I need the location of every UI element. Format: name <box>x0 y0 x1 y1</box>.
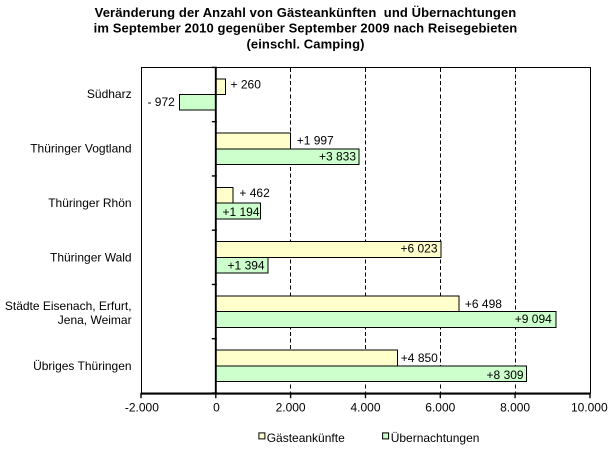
svg-text:2.000: 2.000 <box>276 401 306 415</box>
svg-text:+1 997: +1 997 <box>297 134 334 148</box>
svg-text:+9 094: +9 094 <box>515 312 552 326</box>
svg-text:-2.000: -2.000 <box>125 401 159 415</box>
svg-text:Jena, Weimar: Jena, Weimar <box>58 313 132 327</box>
svg-text:Veränderung der Anzahl von Gäs: Veränderung der Anzahl von Gästeankünfte… <box>95 5 517 20</box>
svg-text:10.000: 10.000 <box>571 401 608 415</box>
svg-text:8.000: 8.000 <box>500 401 530 415</box>
svg-text:+6 023: +6 023 <box>400 242 437 256</box>
svg-text:+ 260: + 260 <box>231 78 262 92</box>
svg-text:- 972: - 972 <box>147 95 175 109</box>
svg-text:4.000: 4.000 <box>350 401 380 415</box>
svg-text:+ 462: + 462 <box>239 186 270 200</box>
svg-text:+1 194: +1 194 <box>222 205 259 219</box>
svg-text:Thüringer Vogtland: Thüringer Vogtland <box>30 141 131 155</box>
svg-text:im September 2010 gegenüber Se: im September 2010 gegenüber September 20… <box>94 21 518 36</box>
svg-text:Übriges Thüringen: Übriges Thüringen <box>33 359 132 373</box>
svg-text:Städte Eisenach, Erfurt,: Städte Eisenach, Erfurt, <box>5 299 132 313</box>
svg-text:+6 498: +6 498 <box>465 297 502 311</box>
svg-text:+4 850: +4 850 <box>401 351 438 365</box>
svg-text:(einschl. Camping): (einschl. Camping) <box>246 36 364 51</box>
svg-text:Thüringer Rhön: Thüringer Rhön <box>48 196 131 210</box>
svg-text:6.000: 6.000 <box>425 401 455 415</box>
svg-text:0: 0 <box>213 401 220 415</box>
svg-text:+8 309: +8 309 <box>487 368 524 382</box>
svg-text:Gästeankünfte: Gästeankünfte <box>267 431 345 445</box>
svg-text:Südharz: Südharz <box>87 87 132 101</box>
svg-text:+3 833: +3 833 <box>319 150 356 164</box>
svg-text:Übernachtungen: Übernachtungen <box>391 431 480 445</box>
svg-text:Thüringer Wald: Thüringer Wald <box>50 251 132 265</box>
svg-text:+1 394: +1 394 <box>228 259 265 273</box>
